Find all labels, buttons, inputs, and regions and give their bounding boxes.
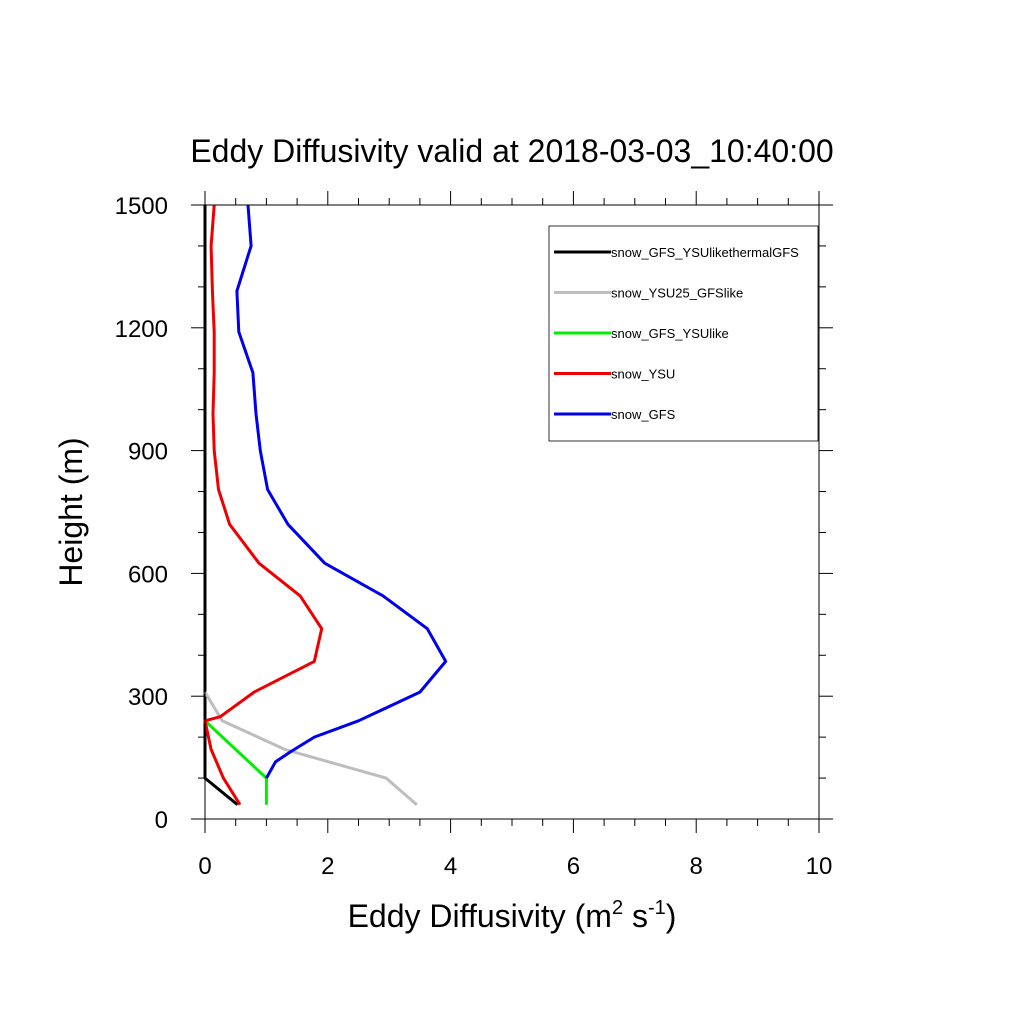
- legend-item: snow_GFS_YSUlike: [554, 326, 729, 341]
- y-tick-label: 300: [128, 684, 168, 711]
- x-axis: 0 2 4 6 8 10: [198, 191, 832, 880]
- legend: snow_GFS_YSUlikethermalGFS snow_YSU25_GFS…: [548, 225, 819, 442]
- x-tick-label: 10: [806, 853, 833, 880]
- legend-item: snow_YSU25_GFSlike: [554, 286, 743, 301]
- legend-item: snow_GFS: [554, 407, 676, 422]
- x-axis-label: Eddy Diffusivity (m2 s-1): [348, 897, 677, 934]
- y-tick-label: 600: [128, 561, 168, 588]
- series-line-snow_YSU25_GFSlike: [203, 691, 418, 806]
- y-axis: 0 300 600 900 1200 1500: [115, 193, 833, 834]
- x-axis-label-s-exponent: -1: [648, 897, 666, 919]
- series-line-snow_GFS_YSUlike: [203, 719, 268, 805]
- legend-label: snow_YSU25_GFSlike: [611, 286, 743, 301]
- legend-item: snow_GFS_YSUlikethermalGFS: [554, 245, 799, 260]
- x-tick-label: 8: [690, 853, 703, 880]
- y-tick-label: 0: [155, 807, 168, 834]
- y-tick-label: 900: [128, 439, 168, 466]
- x-tick-label: 0: [198, 853, 211, 880]
- series-line-snow_YSU: [203, 204, 324, 806]
- legend-label: snow_GFS_YSUlikethermalGFS: [611, 245, 799, 260]
- x-axis-label-m-exponent: 2: [612, 897, 623, 919]
- y-tick-label: 1200: [115, 316, 168, 343]
- legend-label: snow_GFS_YSUlike: [611, 326, 729, 341]
- series-line-snow_GFS: [235, 204, 448, 779]
- legend-label: snow_GFS: [611, 407, 676, 422]
- legend-item: snow_YSU: [554, 367, 675, 382]
- x-axis-label-s: s: [623, 898, 648, 934]
- y-tick-label: 1500: [115, 193, 168, 220]
- x-axis-label-close: ): [666, 898, 677, 934]
- x-tick-label: 6: [567, 853, 580, 880]
- chart-title: Eddy Diffusivity valid at 2018-03-03_10:…: [190, 133, 833, 169]
- y-axis-label: Height (m): [53, 437, 89, 586]
- legend-label: snow_YSU: [611, 367, 675, 382]
- x-axis-label-main: Eddy Diffusivity (m: [348, 898, 612, 934]
- x-tick-label: 4: [444, 853, 457, 880]
- plot-area: [203, 204, 448, 806]
- x-tick-label: 2: [321, 853, 334, 880]
